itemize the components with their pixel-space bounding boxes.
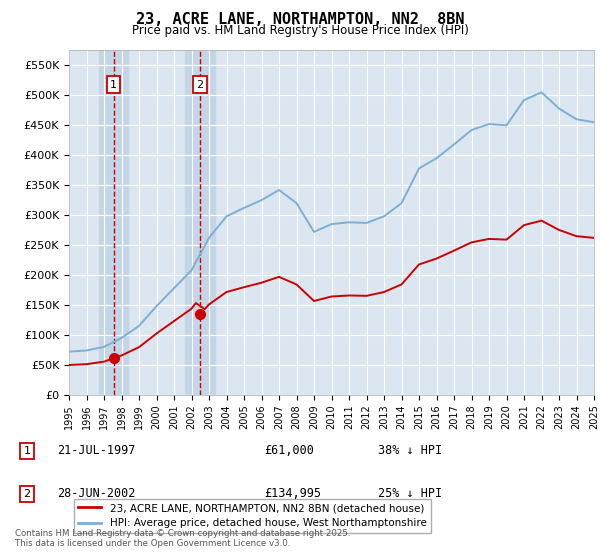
Text: 1: 1	[23, 446, 31, 456]
Text: 1: 1	[110, 80, 117, 90]
Bar	[185, 50, 215, 395]
Text: £134,995: £134,995	[264, 487, 321, 501]
Text: 2: 2	[197, 80, 203, 90]
Text: £61,000: £61,000	[264, 445, 314, 458]
Text: 23, ACRE LANE, NORTHAMPTON, NN2  8BN: 23, ACRE LANE, NORTHAMPTON, NN2 8BN	[136, 12, 464, 27]
Text: 38% ↓ HPI: 38% ↓ HPI	[378, 445, 442, 458]
Text: Contains HM Land Registry data © Crown copyright and database right 2025.
This d: Contains HM Land Registry data © Crown c…	[15, 529, 350, 548]
Text: 28-JUN-2002: 28-JUN-2002	[57, 487, 136, 501]
Text: 25% ↓ HPI: 25% ↓ HPI	[378, 487, 442, 501]
Text: 2: 2	[23, 489, 31, 499]
Legend: 23, ACRE LANE, NORTHAMPTON, NN2 8BN (detached house), HPI: Average price, detach: 23, ACRE LANE, NORTHAMPTON, NN2 8BN (det…	[74, 499, 431, 533]
Bar	[99, 50, 128, 395]
Text: Price paid vs. HM Land Registry's House Price Index (HPI): Price paid vs. HM Land Registry's House …	[131, 24, 469, 37]
Text: 21-JUL-1997: 21-JUL-1997	[57, 445, 136, 458]
